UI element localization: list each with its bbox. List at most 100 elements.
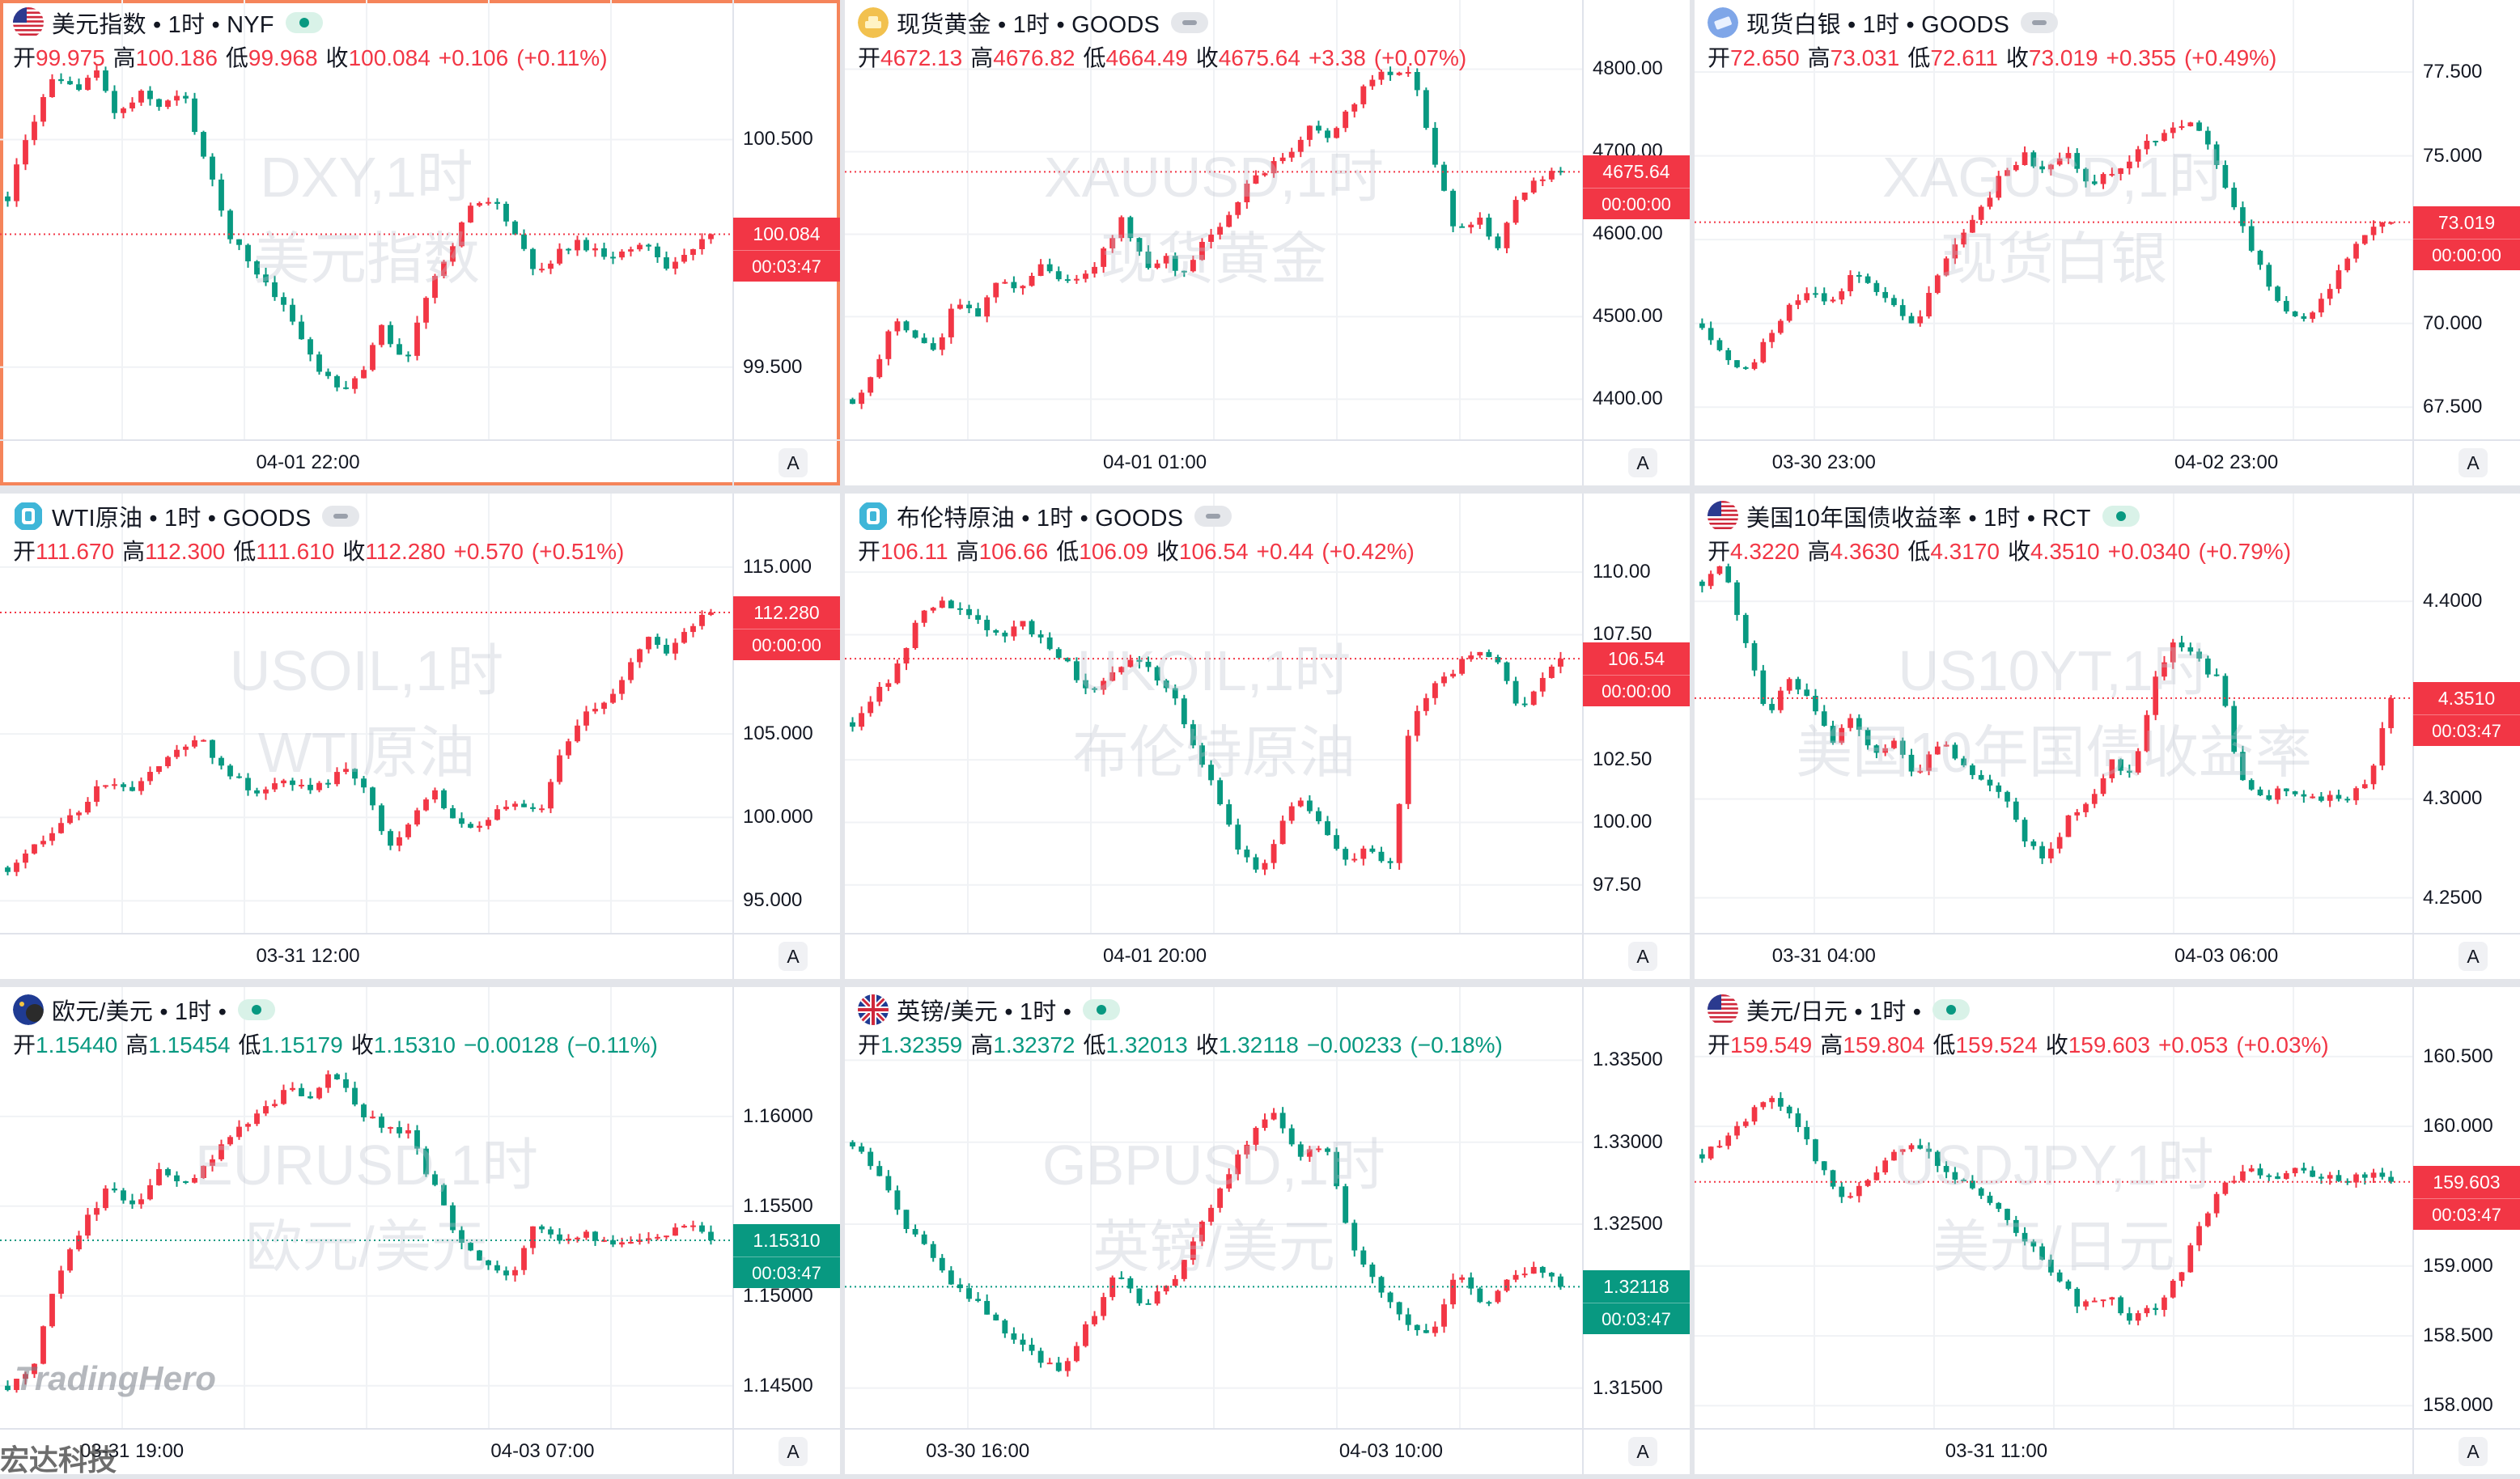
price-tick-label: 1.33500 bbox=[1593, 1049, 1663, 1071]
candle bbox=[1952, 238, 1958, 265]
auto-scale-button[interactable]: A bbox=[1628, 1437, 1657, 1466]
candle bbox=[2213, 668, 2220, 677]
ohlc-key-c: 收 bbox=[2045, 1032, 2068, 1057]
candle bbox=[1136, 1288, 1143, 1306]
candle bbox=[281, 1084, 286, 1105]
chart-panel-us10y[interactable]: US10YT,1时 美国10年国债收益率 美国10年国债收益率 • 1时 • RCT… bbox=[1695, 494, 2520, 979]
candle bbox=[459, 812, 465, 828]
candle bbox=[316, 1087, 322, 1100]
market-closed-icon[interactable] bbox=[1171, 12, 1209, 33]
last-price-label: 112.280 00:00:00 bbox=[733, 596, 840, 661]
chart-panel-eurusd[interactable]: EURUSD,1时 欧元/美元 欧元/美元 • 1时 • 开1.15440 高1.154… bbox=[0, 987, 840, 1474]
candlestick-chart-dxy[interactable] bbox=[0, 0, 840, 485]
auto-scale-button[interactable]: A bbox=[1628, 942, 1657, 971]
symbol-title[interactable]: 美国10年国债收益率 • 1时 • RCT bbox=[1746, 506, 2091, 532]
symbol-header[interactable]: 现货白银 • 1时 • GOODS bbox=[1708, 6, 2059, 39]
change-value: +0.355 bbox=[2106, 45, 2176, 70]
symbol-title[interactable]: 现货黄金 • 1时 • GOODS bbox=[897, 12, 1160, 38]
candlestick-chart-usdjpy[interactable] bbox=[1695, 987, 2520, 1474]
price-tick-label: 160.000 bbox=[2423, 1115, 2493, 1138]
candle bbox=[5, 866, 11, 875]
ohlc-key-o: 开 bbox=[13, 45, 36, 70]
candle bbox=[1101, 1292, 1107, 1320]
candle bbox=[1262, 859, 1268, 875]
chart-panel-xag[interactable]: XAGUSD,1时 现货白银 现货白银 • 1时 • GOODS 开72.650 高73… bbox=[1695, 0, 2520, 485]
symbol-header[interactable]: 美元/日元 • 1时 • bbox=[1708, 994, 1971, 1026]
candle bbox=[1423, 693, 1429, 716]
symbol-title[interactable]: 英镑/美元 • 1时 • bbox=[897, 999, 1072, 1025]
candle bbox=[352, 1081, 358, 1107]
candle bbox=[397, 1121, 402, 1138]
ohlc-key-h: 高 bbox=[1820, 1032, 1843, 1057]
chart-panel-usdjpy[interactable]: USDJPY,1时 美元/日元 美元/日元 • 1时 • 开159.549 高159.8… bbox=[1695, 987, 2520, 1474]
candle bbox=[1450, 189, 1456, 232]
candle bbox=[1172, 252, 1178, 277]
candle bbox=[1899, 299, 1906, 320]
market-open-icon[interactable] bbox=[285, 12, 323, 33]
candlestick-chart-gbpusd[interactable] bbox=[845, 987, 1690, 1474]
candle bbox=[138, 777, 144, 795]
candle bbox=[450, 243, 456, 266]
candle bbox=[2301, 313, 2307, 322]
symbol-header[interactable]: 现货黄金 • 1时 • GOODS bbox=[858, 6, 1209, 39]
candlestick-chart-usoil[interactable] bbox=[0, 494, 840, 979]
candle bbox=[183, 744, 189, 756]
time-tick-label: 04-03 07:00 bbox=[490, 1440, 595, 1462]
candle bbox=[2301, 1162, 2307, 1174]
chart-panel-gbpusd[interactable]: GBPUSD,1时 英镑/美元 英镑/美元 • 1时 • 开1.32359 高1.323… bbox=[845, 987, 1690, 1474]
symbol-header[interactable]: 美国10年国债收益率 • 1时 • RCT bbox=[1708, 500, 2140, 532]
chart-panel-dxy[interactable]: DXY,1时 美元指数 美元指数 • 1时 • NYF 开99.975 高100.186… bbox=[0, 0, 840, 485]
auto-scale-button[interactable]: A bbox=[2458, 942, 2488, 971]
candle bbox=[1952, 742, 1958, 761]
market-closed-icon[interactable] bbox=[1194, 506, 1232, 527]
auto-scale-button[interactable]: A bbox=[2458, 448, 2488, 477]
candlestick-chart-xag[interactable] bbox=[1695, 0, 2520, 485]
price-tick-label: 1.15000 bbox=[743, 1284, 813, 1307]
chart-panel-xau[interactable]: XAUUSD,1时 现货黄金 现货黄金 • 1时 • GOODS 开4672.13 高4… bbox=[845, 0, 1690, 485]
candlestick-chart-xau[interactable] bbox=[845, 0, 1690, 485]
chart-panel-usoil[interactable]: USOIL,1时 WTI原油 WTI原油 • 1时 • GOODS 开111.670 高… bbox=[0, 494, 840, 979]
auto-scale-button[interactable]: A bbox=[1628, 448, 1657, 477]
ohlc-value-o: 4672.13 bbox=[880, 45, 963, 70]
candle bbox=[1486, 1300, 1492, 1307]
ohlc-key-o: 开 bbox=[858, 539, 881, 564]
candle bbox=[610, 689, 616, 705]
ohlc-key-c: 收 bbox=[350, 1032, 374, 1057]
candle bbox=[1423, 87, 1429, 130]
symbol-title[interactable]: 美元指数 • 1时 • NYF bbox=[52, 12, 274, 38]
market-closed-icon[interactable] bbox=[322, 506, 360, 527]
symbol-title[interactable]: 美元/日元 • 1时 • bbox=[1746, 999, 1922, 1025]
candle bbox=[2187, 642, 2194, 656]
auto-scale-button[interactable]: A bbox=[2458, 1437, 2488, 1466]
candlestick-chart-ukoil[interactable] bbox=[845, 494, 1690, 979]
candle bbox=[2283, 788, 2289, 797]
candle bbox=[192, 92, 197, 135]
market-open-icon[interactable] bbox=[2102, 506, 2140, 527]
symbol-title[interactable]: 现货白银 • 1时 • GOODS bbox=[1746, 12, 2010, 38]
market-closed-icon[interactable] bbox=[2021, 12, 2059, 33]
symbol-header[interactable]: WTI原油 • 1时 • GOODS bbox=[13, 500, 360, 532]
candle bbox=[1996, 1201, 2002, 1213]
auto-scale-button[interactable]: A bbox=[778, 942, 808, 971]
symbol-title[interactable]: WTI原油 • 1时 • GOODS bbox=[52, 506, 312, 532]
candle bbox=[930, 1241, 936, 1262]
market-open-icon[interactable] bbox=[1932, 999, 1971, 1020]
symbol-header[interactable]: 美元指数 • 1时 • NYF bbox=[13, 6, 323, 39]
candle bbox=[5, 1380, 11, 1392]
chart-panel-ukoil[interactable]: UKOIL,1时 布伦特原油 布伦特原油 • 1时 • GOODS 开106.11 高1… bbox=[845, 494, 1690, 979]
candle bbox=[664, 638, 669, 656]
symbol-header[interactable]: 英镑/美元 • 1时 • bbox=[858, 994, 1121, 1026]
symbol-header[interactable]: 布伦特原油 • 1时 • GOODS bbox=[858, 500, 1232, 532]
market-open-icon[interactable] bbox=[238, 999, 276, 1020]
candle bbox=[494, 1261, 500, 1273]
candle bbox=[1083, 1321, 1088, 1348]
auto-scale-button[interactable]: A bbox=[778, 448, 808, 477]
candle bbox=[432, 273, 438, 304]
market-open-icon[interactable] bbox=[1083, 999, 1121, 1020]
candle bbox=[984, 1294, 991, 1315]
symbol-title[interactable]: 欧元/美元 • 1时 • bbox=[52, 999, 227, 1025]
auto-scale-button[interactable]: A bbox=[778, 1437, 808, 1466]
symbol-header[interactable]: 欧元/美元 • 1时 • bbox=[13, 994, 276, 1026]
symbol-title[interactable]: 布伦特原油 • 1时 • GOODS bbox=[897, 506, 1184, 532]
candlestick-chart-us10y[interactable] bbox=[1695, 494, 2520, 979]
